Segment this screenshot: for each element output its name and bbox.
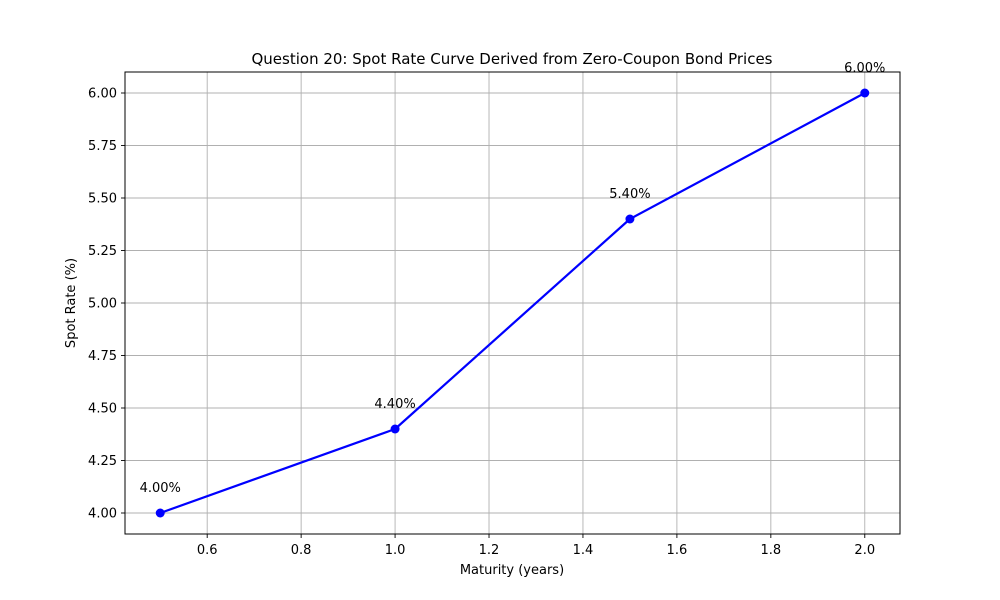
chart-title: Question 20: Spot Rate Curve Derived fro… [251, 50, 772, 68]
x-tick-label: 1.4 [573, 543, 594, 558]
series-group: 4.00% 4.40% 5.40% 6.00% [140, 61, 885, 518]
data-point [390, 424, 400, 434]
x-tick-label: 2.0 [854, 543, 875, 558]
grid [125, 72, 900, 534]
series-line [159, 92, 866, 515]
x-tick-label: 1.8 [760, 543, 781, 558]
x-axis: 0.6 0.8 1.0 1.2 1.4 1.6 1.8 2.0 [197, 534, 875, 558]
data-label: 4.40% [374, 397, 415, 412]
x-axis-label: Maturity (years) [460, 563, 564, 578]
data-point [155, 508, 165, 518]
x-tick-label: 0.8 [291, 543, 312, 558]
data-point [625, 214, 635, 224]
data-label: 5.40% [609, 187, 650, 202]
y-tick-label: 4.75 [88, 349, 117, 364]
y-tick-label: 4.50 [88, 402, 117, 417]
y-tick-label: 4.25 [88, 454, 117, 469]
y-tick-label: 5.75 [88, 139, 117, 154]
y-tick-label: 5.25 [88, 244, 117, 259]
x-tick-label: 1.6 [667, 543, 688, 558]
x-tick-label: 0.6 [197, 543, 218, 558]
data-point [860, 88, 870, 98]
y-axis-label: Spot Rate (%) [64, 258, 79, 348]
data-label: 4.00% [140, 481, 181, 496]
y-tick-label: 5.50 [88, 192, 117, 207]
y-tick-label: 4.00 [88, 507, 117, 522]
y-tick-label: 6.00 [88, 87, 117, 102]
data-label: 6.00% [844, 61, 885, 76]
y-tick-label: 5.00 [88, 297, 117, 312]
x-tick-label: 1.0 [385, 543, 406, 558]
y-axis: 4.00 4.25 4.50 4.75 5.00 5.25 5.50 5.75 6.00 [88, 87, 125, 522]
x-tick-label: 1.2 [479, 543, 500, 558]
